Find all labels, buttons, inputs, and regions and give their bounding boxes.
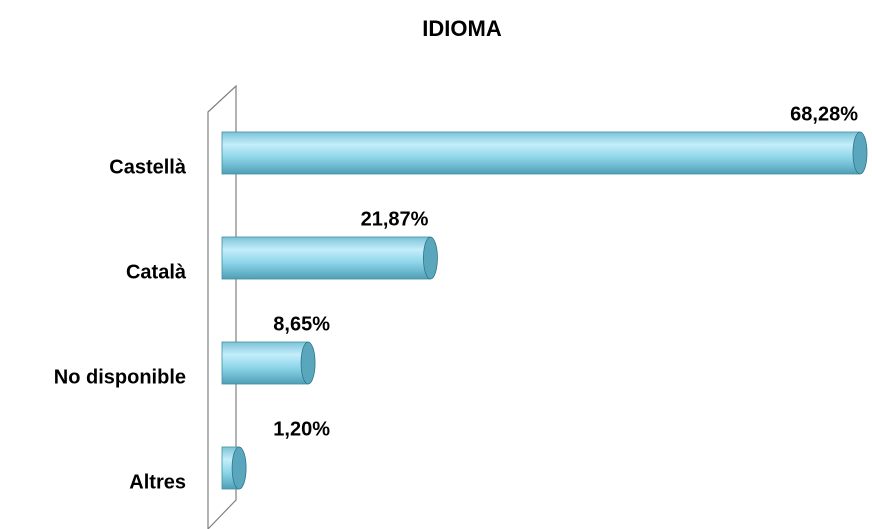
bar-body <box>221 236 431 280</box>
plot-area <box>221 131 868 490</box>
bar-end <box>300 341 316 385</box>
bar-body <box>221 341 309 385</box>
bar <box>221 341 316 385</box>
chart-title: IDIOMA <box>422 16 502 41</box>
data-label: 21,87% <box>361 208 429 230</box>
y-tick-label: Altres <box>129 471 186 493</box>
bar-end <box>231 446 247 490</box>
data-label: 8,65% <box>273 313 330 335</box>
data-label: 68,28% <box>790 103 858 125</box>
y-tick-label: Castellà <box>109 156 187 178</box>
bar <box>221 236 438 280</box>
bar-body <box>221 131 861 175</box>
bar-end <box>423 236 438 280</box>
y-tick-label: No disponible <box>54 366 186 388</box>
bar <box>221 446 247 490</box>
axis-wall <box>207 84 237 529</box>
bar <box>221 131 868 175</box>
bar-end <box>852 131 868 175</box>
y-tick-label: Català <box>126 261 187 283</box>
data-label: 1,20% <box>273 418 330 440</box>
